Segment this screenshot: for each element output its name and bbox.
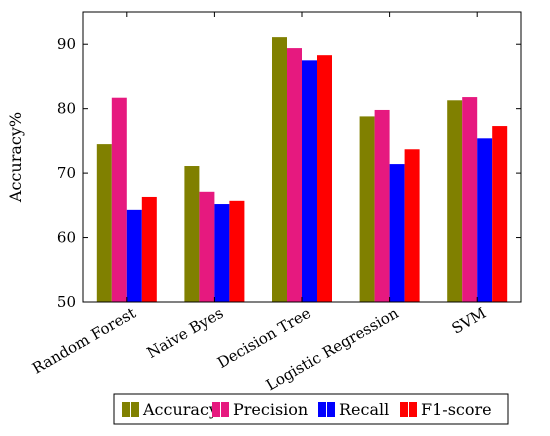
bar-precision-0: [111, 97, 127, 302]
legend-swatch: [212, 402, 220, 417]
bar-f1-score-3: [404, 149, 420, 302]
legend-label: Recall: [339, 400, 389, 419]
legend-label: Precision: [233, 400, 308, 419]
bar-accuracy-2: [272, 37, 287, 303]
bar-precision-4: [462, 97, 478, 302]
legend: Accuracy Precision Recall F1-score: [113, 393, 509, 425]
legend-swatch: [327, 402, 335, 417]
legend-label: Accuracy: [142, 400, 218, 419]
y-axis: 50 60 70 80 90: [57, 35, 521, 311]
y-tick-label: 60: [57, 229, 76, 247]
legend-label: F1-score: [421, 400, 492, 419]
bar-f1-score-4: [492, 126, 508, 302]
bar-accuracy-0: [96, 144, 112, 302]
y-tick-label: 80: [57, 100, 76, 118]
bar-recall-3: [389, 164, 405, 302]
x-tick-label: Naive Byes: [144, 304, 227, 362]
bar-f1-score-0: [141, 196, 157, 302]
legend-swatch: [409, 402, 417, 417]
bar-recall-1: [214, 204, 230, 302]
legend-box: [113, 393, 509, 425]
bar-accuracy-3: [359, 116, 375, 303]
bar-precision-1: [199, 191, 215, 302]
bar-recall-4: [477, 138, 493, 302]
y-tick-label: 50: [57, 293, 76, 311]
x-tick-label: Random Forest: [29, 304, 139, 378]
bar-recall-0: [126, 209, 142, 302]
bar-recall-2: [302, 60, 317, 303]
bars-layer: [96, 37, 508, 303]
bar-precision-3: [374, 109, 390, 302]
legend-swatch: [122, 402, 130, 417]
legend-swatch: [131, 402, 139, 417]
bar-accuracy-1: [184, 166, 200, 302]
bar-precision-2: [287, 48, 302, 302]
bar-accuracy-4: [447, 100, 463, 303]
bar-f1-score-2: [317, 55, 332, 302]
x-tick-label: SVM: [449, 304, 490, 338]
y-tick-label: 90: [57, 35, 76, 53]
legend-swatch: [221, 402, 229, 417]
bar-f1-score-1: [229, 200, 245, 302]
legend-swatch: [400, 402, 408, 417]
y-tick-label: 70: [57, 164, 76, 182]
y-axis-title: Accuracy%: [6, 112, 25, 203]
legend-swatch: [318, 402, 326, 417]
